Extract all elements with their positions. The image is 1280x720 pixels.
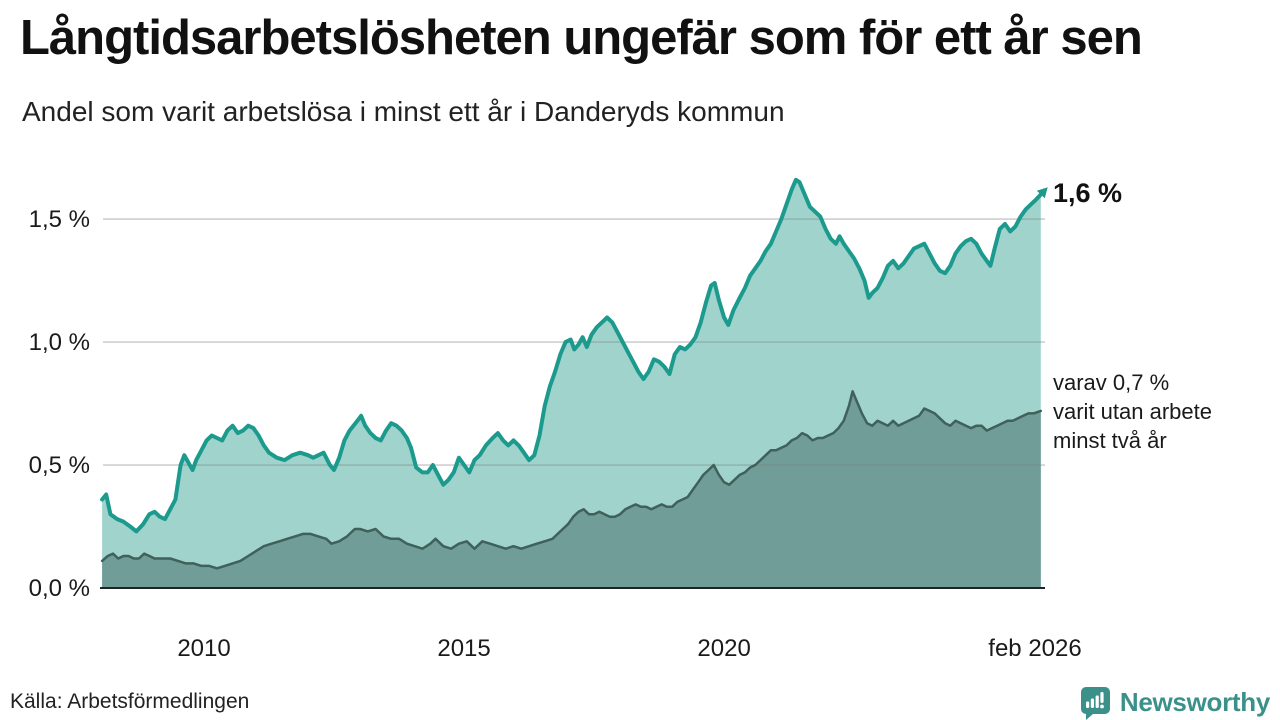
page-title: Långtidsarbetslösheten ungefär som för e… xyxy=(20,11,1143,65)
y-axis-tick-label: 1,5 % xyxy=(29,206,90,233)
series-min-two-years-area xyxy=(102,391,1041,588)
annotation-line: varit utan arbete xyxy=(1053,399,1212,424)
newsworthy-bubble-chart-icon xyxy=(1080,686,1110,720)
annotation-line: minst två år xyxy=(1053,428,1167,453)
series-min-two-years-line xyxy=(100,390,1043,570)
newsworthy-logo: Newsworthy xyxy=(1078,685,1270,720)
x-axis-tick-label: 2010 xyxy=(177,635,230,662)
secondary-series-annotation: varav 0,7 % varit utan arbete minst två … xyxy=(1053,368,1273,455)
source-attribution: Källa: Arbetsförmedlingen xyxy=(10,690,250,713)
series-min-one-year-line xyxy=(100,177,1043,534)
newsworthy-brand-text: Newsworthy xyxy=(1119,686,1270,717)
y-axis-tick-label: 1,0 % xyxy=(29,329,90,356)
y-axis-tick-label: 0,0 % xyxy=(29,575,90,602)
y-axis-tick-label: 0,5 % xyxy=(29,452,90,479)
page-subtitle: Andel som varit arbetslösa i minst ett å… xyxy=(22,96,785,127)
end-value-label: 1,6 % xyxy=(1053,178,1123,208)
x-axis-tick-label: 2015 xyxy=(437,635,490,662)
x-axis-tick-label: feb 2026 xyxy=(988,635,1081,662)
annotation-line: varav 0,7 % xyxy=(1053,370,1170,395)
line-end-arrowhead xyxy=(1036,187,1048,199)
x-axis-tick-label: 2020 xyxy=(697,635,750,662)
